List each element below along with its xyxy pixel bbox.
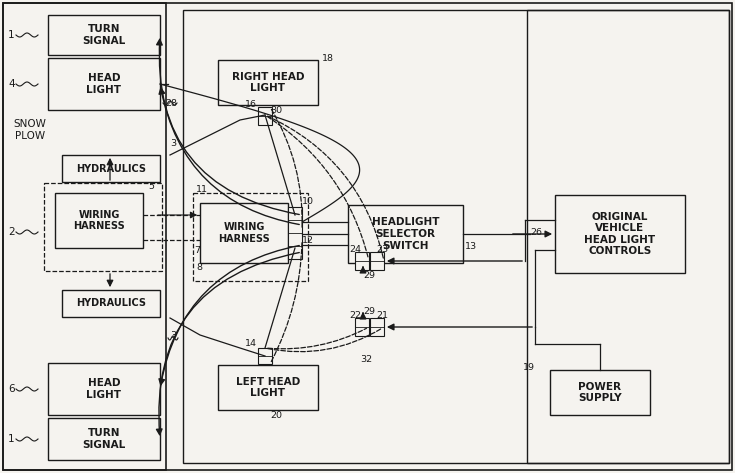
Bar: [355, 252, 369, 270]
Text: 10: 10: [302, 196, 314, 205]
Bar: [355, 318, 369, 336]
Text: HEAD
LIGHT: HEAD LIGHT: [87, 378, 121, 400]
Text: 19: 19: [523, 363, 535, 373]
Text: 6: 6: [8, 384, 15, 394]
Bar: [183, 10, 729, 463]
Text: 30: 30: [270, 105, 282, 114]
Bar: [288, 207, 302, 259]
Text: 26: 26: [530, 228, 542, 236]
Text: 29: 29: [363, 307, 375, 316]
Bar: [200, 203, 288, 263]
Text: ORIGINAL
VEHICLE
HEAD LIGHT
CONTROLS: ORIGINAL VEHICLE HEAD LIGHT CONTROLS: [584, 211, 656, 256]
Bar: [348, 205, 463, 263]
Bar: [55, 193, 143, 248]
Bar: [193, 193, 308, 281]
Text: 21: 21: [376, 310, 388, 319]
Text: TURN
SIGNAL: TURN SIGNAL: [82, 428, 126, 450]
Bar: [218, 60, 318, 105]
Text: 14: 14: [245, 340, 257, 349]
Bar: [370, 252, 384, 270]
Text: 4: 4: [8, 79, 15, 89]
Text: 1: 1: [8, 30, 15, 40]
Text: WIRING
HARNESS: WIRING HARNESS: [218, 222, 270, 244]
Bar: [3, 3, 166, 470]
Text: 12: 12: [302, 236, 314, 245]
Text: 13: 13: [465, 242, 477, 251]
Bar: [48, 58, 160, 110]
Bar: [48, 363, 160, 415]
Text: 28: 28: [165, 98, 177, 107]
Text: 29: 29: [363, 271, 375, 280]
Bar: [218, 365, 318, 410]
Bar: [62, 290, 160, 317]
Bar: [62, 155, 160, 182]
Bar: [48, 418, 160, 460]
Text: 5: 5: [148, 182, 154, 191]
Text: 8: 8: [196, 263, 202, 272]
Text: SNOW
PLOW: SNOW PLOW: [13, 119, 46, 141]
Text: LEFT HEAD
LIGHT: LEFT HEAD LIGHT: [236, 377, 300, 398]
Bar: [550, 370, 650, 415]
Text: 3: 3: [170, 331, 176, 340]
Text: 3: 3: [170, 139, 176, 148]
Bar: [527, 10, 729, 463]
Text: POWER
SUPPLY: POWER SUPPLY: [578, 382, 622, 403]
Bar: [258, 348, 272, 364]
Text: RIGHT HEAD
LIGHT: RIGHT HEAD LIGHT: [232, 72, 304, 93]
Text: 24: 24: [349, 245, 361, 254]
Text: 22: 22: [349, 310, 361, 319]
Text: 2: 2: [8, 227, 15, 237]
Text: 32: 32: [360, 356, 372, 365]
Text: 23: 23: [376, 245, 388, 254]
Text: 11: 11: [196, 184, 208, 193]
Text: 18: 18: [322, 53, 334, 62]
Text: HEADLIGHT
SELECTOR
SWITCH: HEADLIGHT SELECTOR SWITCH: [372, 218, 440, 251]
Text: HYDRAULICS: HYDRAULICS: [76, 164, 146, 174]
Text: 16: 16: [245, 99, 257, 108]
Text: WIRING
HARNESS: WIRING HARNESS: [73, 210, 125, 231]
Text: 7: 7: [194, 245, 200, 254]
Text: 20: 20: [270, 411, 282, 420]
Bar: [48, 15, 160, 55]
Bar: [258, 107, 272, 125]
Text: HYDRAULICS: HYDRAULICS: [76, 298, 146, 308]
Text: TURN
SIGNAL: TURN SIGNAL: [82, 24, 126, 46]
Bar: [44, 183, 162, 271]
Text: HEAD
LIGHT: HEAD LIGHT: [87, 73, 121, 95]
Text: 1: 1: [8, 434, 15, 444]
Bar: [555, 195, 685, 273]
Bar: [370, 318, 384, 336]
